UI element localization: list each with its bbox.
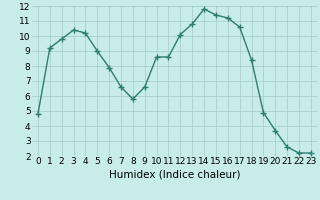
X-axis label: Humidex (Indice chaleur): Humidex (Indice chaleur) [109, 169, 240, 179]
